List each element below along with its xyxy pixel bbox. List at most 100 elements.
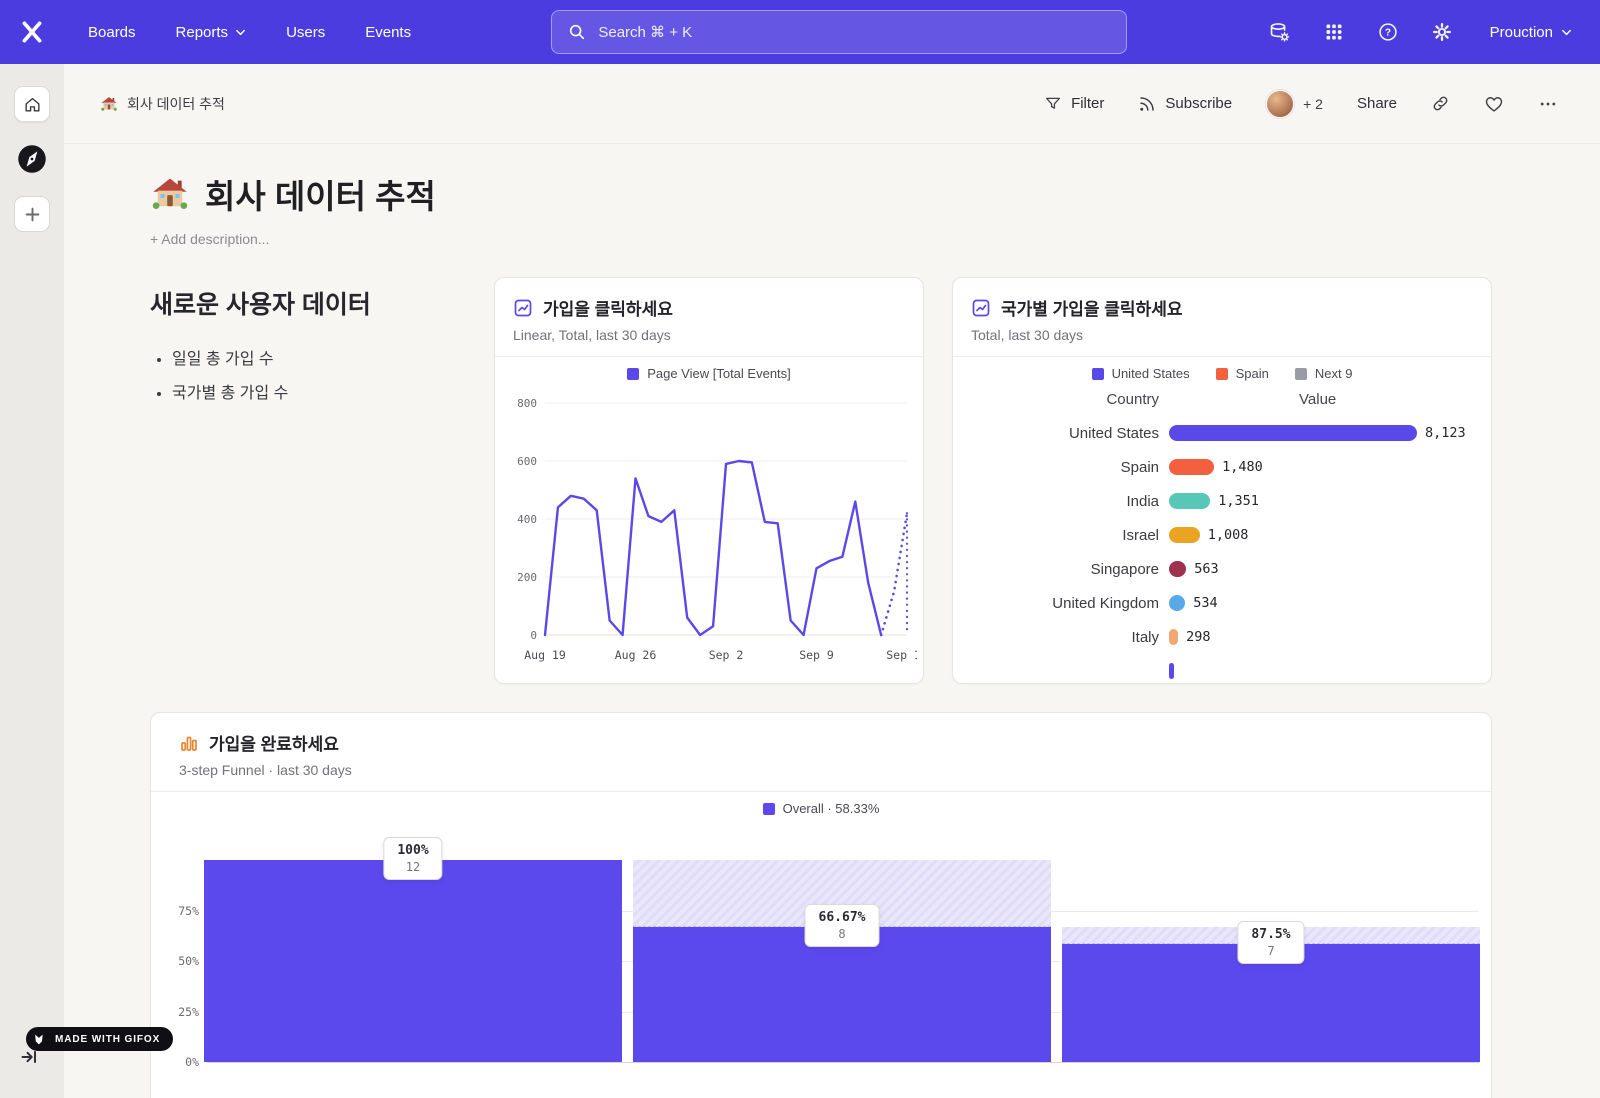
mixpanel-logo-icon	[22, 21, 42, 43]
help-icon[interactable]: ?	[1376, 20, 1400, 44]
funnel-step-percent: 66.67%	[818, 910, 866, 926]
funnel-gridline	[207, 1062, 1479, 1063]
funnel-ytick-label: 75%	[178, 903, 199, 918]
funnel-card: 가입을 완료하세요 3-step Funnel · last 30 days O…	[150, 712, 1492, 1098]
legend-item[interactable]: Overall · 58.33%	[762, 801, 879, 816]
svg-text:200: 200	[517, 571, 537, 584]
bar-chart-title[interactable]: 국가별 가입을 클릭하세요	[971, 295, 1473, 320]
main-content: 회사 데이터 추적 Filter Subscribe	[64, 64, 1600, 1098]
breadcrumb[interactable]: 회사 데이터 추적	[100, 94, 225, 114]
svg-text:Aug 19: Aug 19	[524, 648, 566, 662]
card-header: 가입을 클릭하세요 Linear, Total, last 30 days	[495, 278, 923, 343]
table-row: Singapore 563	[953, 552, 1491, 586]
line-chart-legend: Page View [Total Events]	[495, 357, 923, 387]
collapse-sidebar-button[interactable]	[20, 1048, 38, 1066]
svg-text:Aug 26: Aug 26	[615, 648, 657, 662]
country-bar[interactable]	[1169, 629, 1179, 645]
country-rows: United States 8,123 Spain 1,480 India 1,351 Is…	[953, 414, 1491, 683]
house-icon	[152, 178, 188, 209]
subscribe-icon	[1138, 95, 1156, 113]
sidebar-home-button[interactable]	[14, 86, 50, 122]
country-bar[interactable]	[1169, 527, 1200, 543]
bar-chart-legend: United States Spain Next 9	[953, 357, 1491, 387]
legend-label: Page View [Total Events]	[647, 366, 791, 381]
table-row: Italy 298	[953, 620, 1491, 654]
more-options-button[interactable]	[1538, 94, 1558, 114]
subscribe-button[interactable]: Subscribe	[1138, 95, 1232, 113]
country-bar[interactable]	[1169, 595, 1186, 611]
funnel-title[interactable]: 가입을 완료하세요	[179, 730, 1473, 755]
collaborators-count[interactable]: + 2	[1303, 95, 1323, 112]
intro-bullets: 일일 총 가입 수 국가별 총 가입 수	[154, 345, 494, 403]
funnel-step-count: 7	[1267, 944, 1275, 959]
funnel-bar-step-2[interactable]	[633, 927, 1051, 1062]
board-toolbar: Filter Subscribe + 2 Share	[1044, 89, 1558, 118]
funnel-step-tooltip: 66.67% 8	[804, 904, 880, 948]
intro-text-block: 새로운 사용자 데이터 일일 총 가입 수 국가별 총 가입 수	[150, 277, 494, 684]
filter-button[interactable]: Filter	[1044, 95, 1104, 113]
line-chart-title[interactable]: 가입을 클릭하세요	[513, 295, 905, 320]
line-chart-card: 가입을 클릭하세요 Linear, Total, last 30 days Pa…	[494, 277, 924, 684]
country-value: 1,351	[1218, 493, 1259, 509]
nav-item-reports[interactable]: Reports	[176, 24, 247, 41]
avatar[interactable]	[1266, 89, 1295, 118]
table-row: India 1,351	[953, 484, 1491, 518]
card-header: 가입을 완료하세요 3-step Funnel · last 30 days	[151, 713, 1491, 778]
chevron-down-icon	[236, 29, 245, 35]
top-widgets-row: 새로운 사용자 데이터 일일 총 가입 수 국가별 총 가입 수 가입을 클릭하…	[150, 277, 1600, 684]
copy-link-button[interactable]	[1431, 94, 1450, 113]
svg-text:Sep 9: Sep 9	[799, 648, 834, 662]
gifox-badge[interactable]: MADE WITH GIFOX	[26, 1027, 174, 1051]
legend-item[interactable]: Page View [Total Events]	[627, 366, 791, 381]
svg-text:0: 0	[530, 629, 537, 642]
add-description-button[interactable]: + Add description...	[150, 231, 270, 247]
funnel-step-percent: 87.5%	[1251, 927, 1291, 943]
line-chart-icon	[972, 299, 990, 316]
share-button[interactable]: Share	[1357, 95, 1397, 112]
svg-text:Sep 16: Sep 16	[886, 648, 917, 662]
sidebar-discover-button[interactable]	[15, 142, 49, 176]
legend-item[interactable]: United States	[1091, 366, 1190, 381]
funnel-ytick-label: 25%	[178, 1004, 199, 1019]
funnel-ghost-segment	[633, 860, 1051, 928]
country-bar[interactable]	[1169, 561, 1187, 577]
mixpanel-logo[interactable]	[0, 19, 64, 45]
breadcrumb-label: 회사 데이터 추적	[127, 95, 225, 112]
apps-grid-icon[interactable]	[1322, 20, 1346, 44]
compass-icon	[18, 145, 46, 173]
nav-right-cluster: ? Prouction	[1268, 20, 1572, 44]
country-bar[interactable]	[1169, 425, 1417, 441]
nav-item-boards[interactable]: Boards	[88, 24, 136, 41]
legend-item[interactable]: Spain	[1215, 366, 1269, 381]
search-input[interactable]: Search ⌘ + K	[551, 10, 1128, 54]
nav-item-events[interactable]: Events	[365, 24, 411, 41]
funnel-bar-step-1[interactable]	[204, 860, 622, 1062]
country-label: Spain	[1120, 458, 1159, 476]
country-value: 8,123	[1425, 425, 1466, 441]
svg-text:?: ?	[1385, 28, 1391, 39]
favorite-button[interactable]	[1484, 94, 1504, 114]
funnel-plot: 75% 50% 25% 0% 100% 12 66.67% 8 87.5% 7	[167, 837, 1480, 1098]
settings-gear-icon[interactable]	[1430, 20, 1454, 44]
nav-item-label: Reports	[175, 23, 229, 41]
page-header: 회사 데이터 추적 + Add description...	[64, 144, 1600, 247]
sidebar-add-button[interactable]	[14, 196, 50, 232]
bar-chart-icon	[181, 736, 197, 751]
funnel-step-tooltip: 100% 12	[383, 837, 443, 880]
country-bar[interactable]	[1169, 663, 1174, 679]
card-subtitle: Total, last 30 days	[971, 327, 1084, 343]
nav-item-users[interactable]: Users	[286, 24, 325, 41]
gifox-badge-label: MADE WITH GIFOX	[55, 1033, 161, 1045]
chevron-down-icon	[1562, 29, 1571, 35]
data-management-icon[interactable]	[1268, 20, 1292, 44]
country-bar[interactable]	[1169, 459, 1215, 475]
line-chart-icon	[514, 299, 532, 316]
table-row: Spain 1,480	[953, 450, 1491, 484]
svg-text:800: 800	[517, 397, 537, 410]
country-bar[interactable]	[1169, 493, 1211, 509]
column-header-country: Country	[1106, 391, 1159, 408]
project-switcher[interactable]: Prouction	[1490, 24, 1572, 41]
home-icon	[24, 97, 40, 112]
page-title[interactable]: 회사 데이터 추적	[150, 170, 1600, 218]
legend-item[interactable]: Next 9	[1294, 366, 1352, 381]
